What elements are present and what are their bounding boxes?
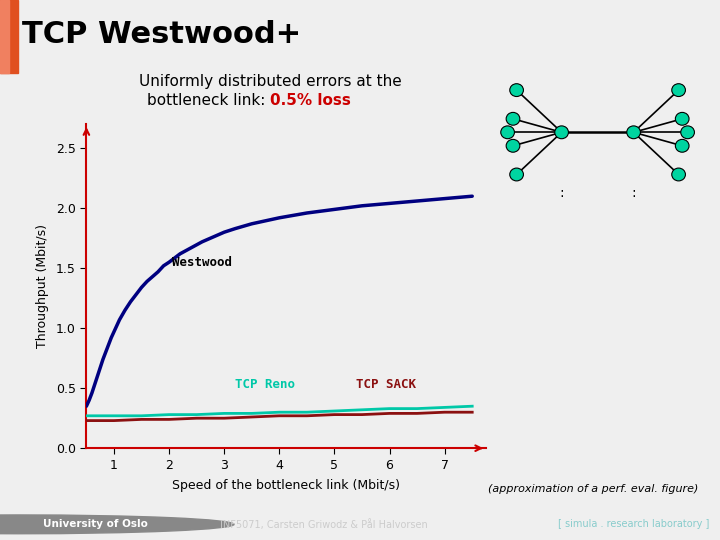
Text: TCP SACK: TCP SACK	[356, 378, 416, 391]
Text: TCP Westwood+: TCP Westwood+	[22, 21, 301, 50]
Circle shape	[672, 84, 685, 97]
Circle shape	[506, 112, 520, 125]
Text: [ simula . research laboratory ]: [ simula . research laboratory ]	[558, 519, 709, 529]
Text: University of Oslo: University of Oslo	[43, 519, 148, 529]
Text: (approximation of a perf. eval. figure): (approximation of a perf. eval. figure)	[488, 484, 698, 494]
Circle shape	[675, 139, 689, 152]
Text: :: :	[559, 186, 564, 200]
Circle shape	[626, 126, 641, 139]
Text: Westwood: Westwood	[172, 256, 232, 269]
Circle shape	[0, 515, 234, 534]
Circle shape	[675, 112, 689, 125]
Circle shape	[506, 139, 520, 152]
Text: :: :	[631, 186, 636, 200]
Y-axis label: Throughput (Mbit/s): Throughput (Mbit/s)	[36, 224, 49, 348]
Circle shape	[501, 126, 515, 139]
Text: bottleneck link:: bottleneck link:	[147, 93, 270, 108]
Circle shape	[510, 168, 523, 181]
Text: 0.5% loss: 0.5% loss	[270, 93, 351, 108]
Text: TCP Reno: TCP Reno	[235, 378, 295, 391]
Circle shape	[681, 126, 695, 139]
X-axis label: Speed of the bottleneck link (Mbit/s): Speed of the bottleneck link (Mbit/s)	[172, 478, 400, 491]
Circle shape	[672, 168, 685, 181]
Text: Uniformly distributed errors at the: Uniformly distributed errors at the	[139, 74, 401, 89]
Circle shape	[554, 126, 569, 139]
Circle shape	[510, 84, 523, 97]
Bar	[0, 0, 18, 73]
Bar	[0, 0, 9, 73]
Text: INF5071, Carsten Griwodz & Pål Halvorsen: INF5071, Carsten Griwodz & Pål Halvorsen	[220, 519, 428, 530]
